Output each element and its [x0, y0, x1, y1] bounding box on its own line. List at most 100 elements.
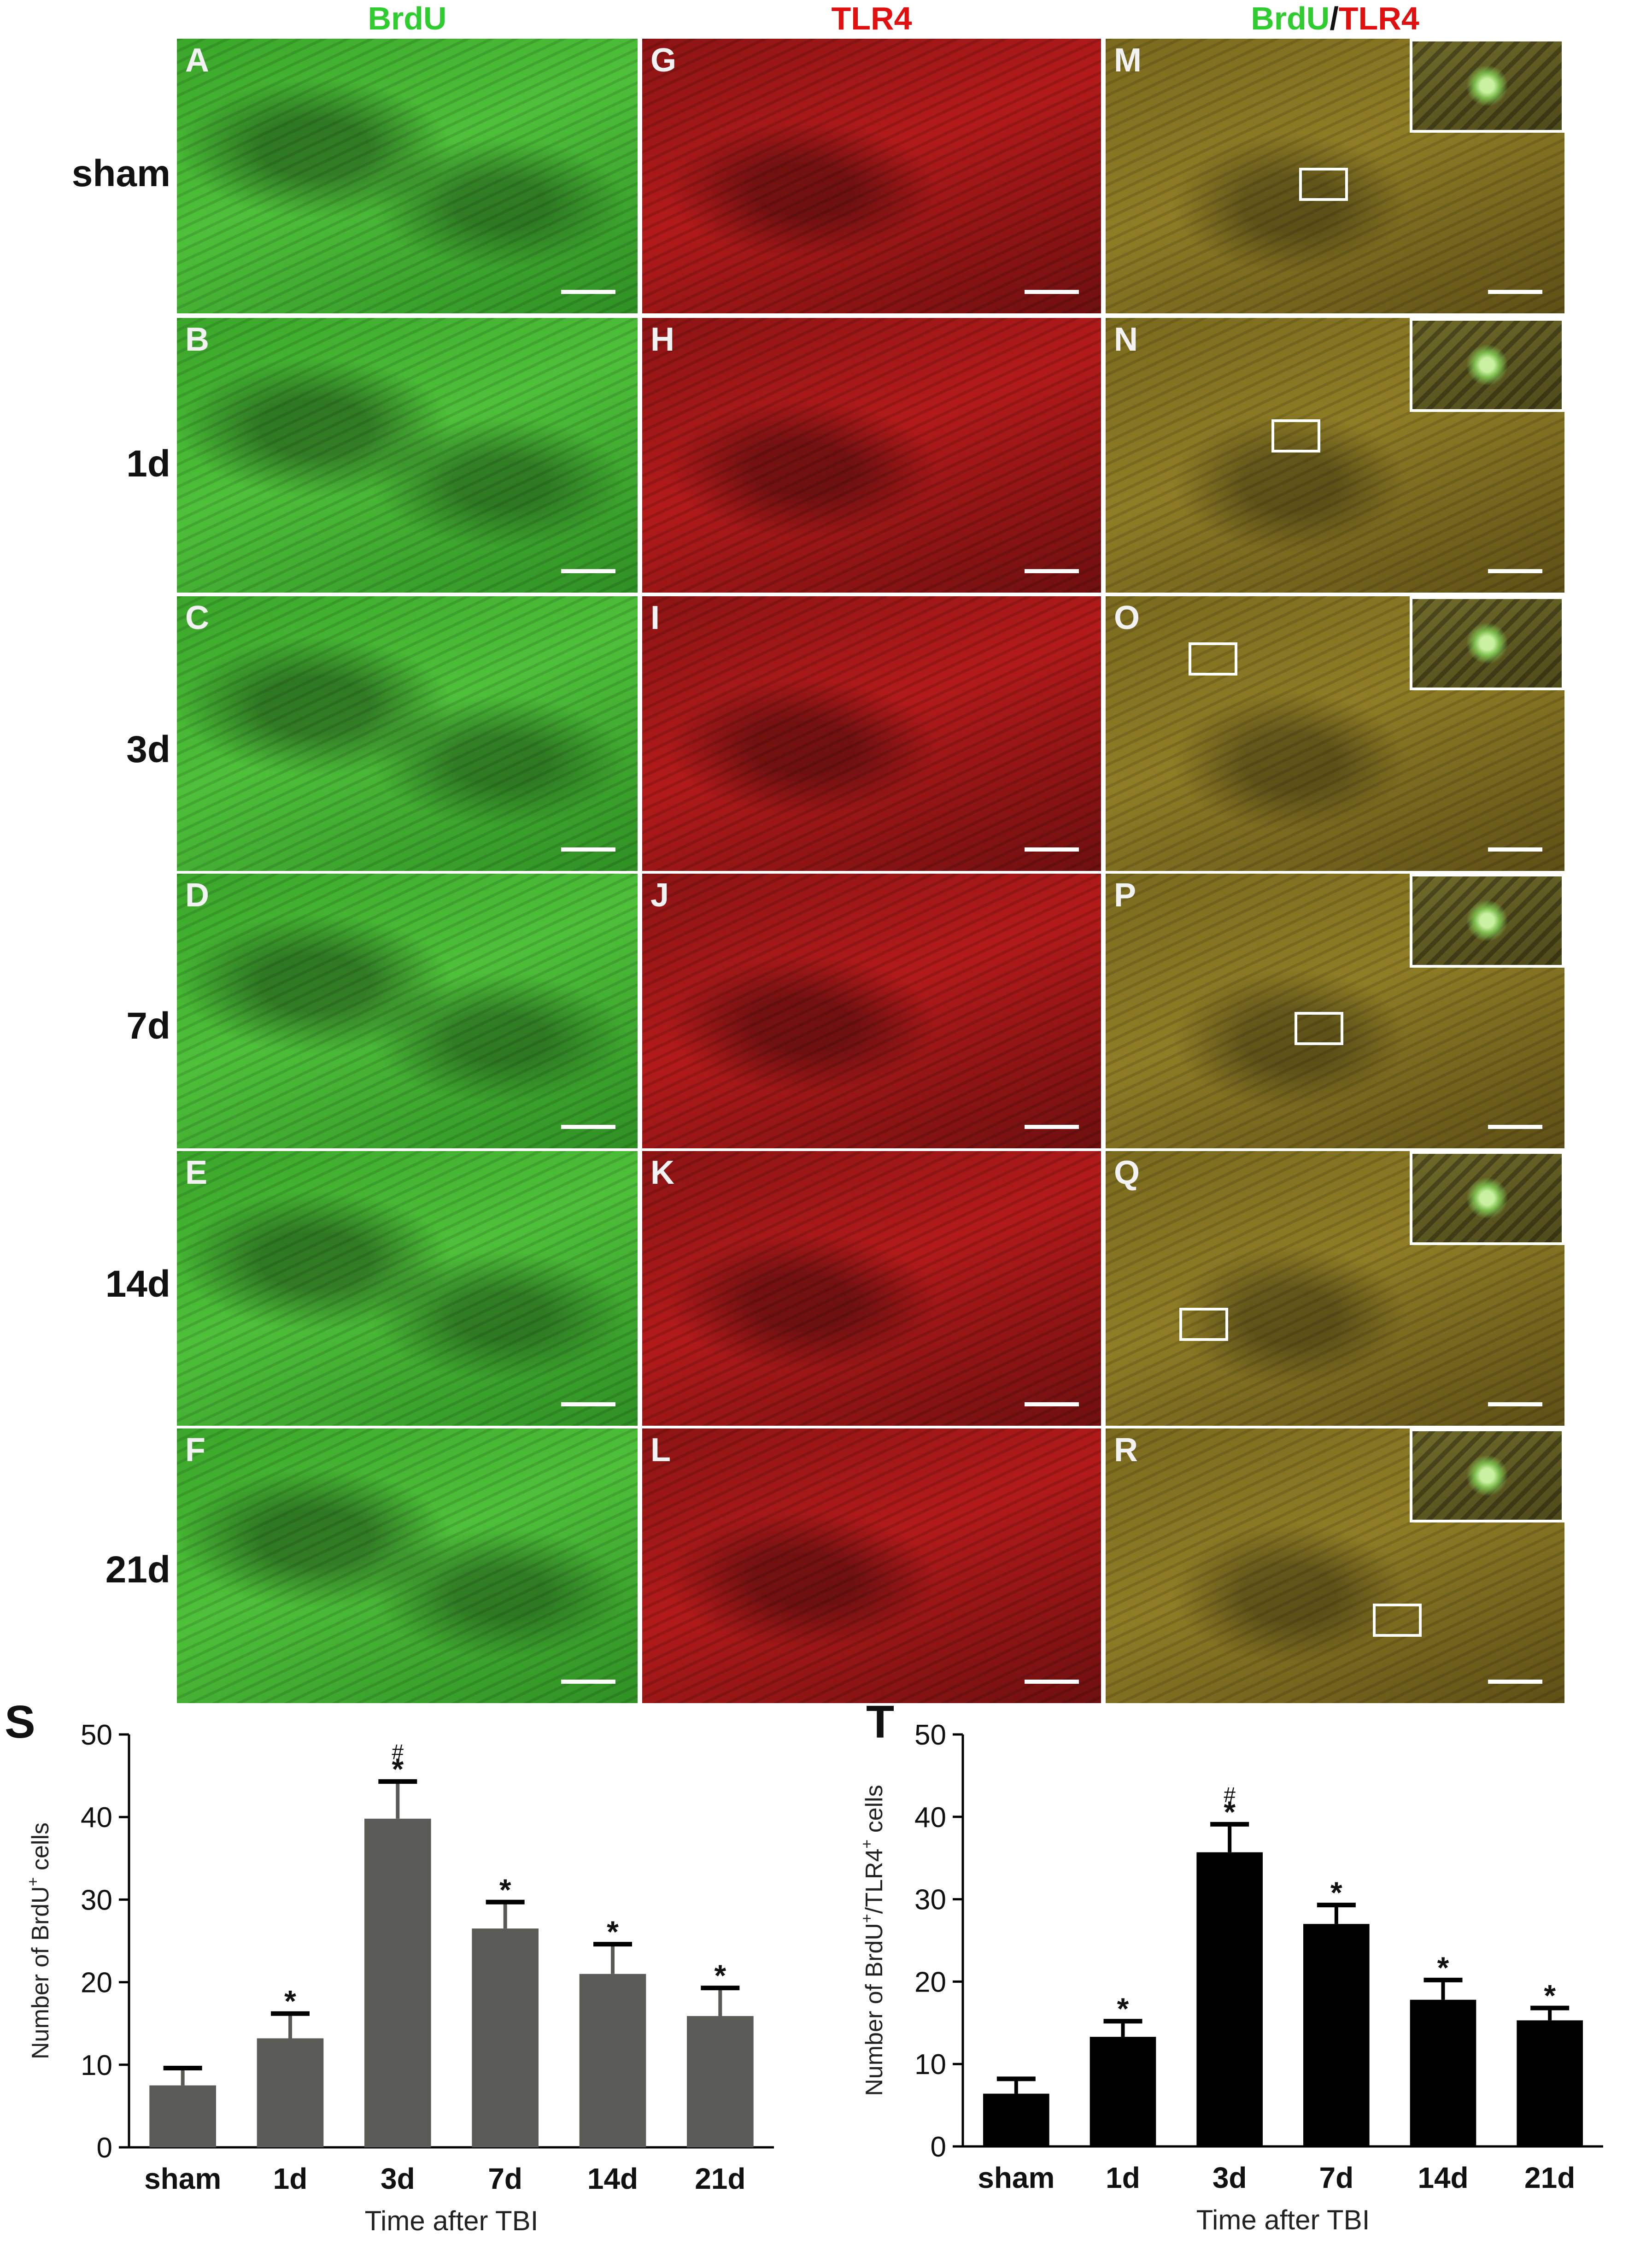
x-tick-label: 7d — [488, 2162, 522, 2195]
bar-chart-brdu: 0 10 20 30 40 50 sham * 1d * #3d * 7d * 14d * 21d Time af… — [0, 1705, 820, 2255]
significance-star: * — [1330, 1875, 1342, 1910]
y-tick-label: 40 — [81, 1802, 112, 1834]
header-merge-tlr4-text: TLR4 — [1338, 0, 1419, 36]
bar — [472, 1928, 539, 2147]
significance-star: * — [1544, 1979, 1556, 2013]
y-tick-label: 20 — [914, 1966, 946, 1998]
panel-letter: K — [650, 1154, 674, 1191]
scale-bar — [561, 290, 615, 294]
column-header-brdu: BrdU — [177, 0, 638, 37]
bar — [1410, 1999, 1476, 2146]
bar — [1090, 2037, 1156, 2146]
significance-star: * — [714, 1958, 726, 1993]
bar — [1517, 2020, 1583, 2146]
x-tick-label: sham — [978, 2161, 1054, 2194]
bar — [687, 2016, 754, 2147]
panel-letter: R — [1114, 1432, 1138, 1469]
panel-letter: P — [1114, 877, 1136, 914]
scale-bar — [1488, 569, 1542, 573]
x-tick-label: sham — [144, 2162, 221, 2195]
row-label-14d: 14d — [105, 1263, 170, 1305]
roi-box — [1299, 168, 1348, 201]
panel-letter: A — [185, 42, 209, 79]
x-tick-label: 3d — [381, 2162, 415, 2195]
x-tick-label: 3d — [1213, 2161, 1247, 2194]
micrograph-panel-o: O — [1106, 596, 1564, 871]
scale-bar — [1488, 1125, 1542, 1129]
significance-star: * — [499, 1873, 511, 1907]
y-axis-label-superscript: + — [858, 1840, 876, 1849]
bar — [257, 2038, 324, 2147]
x-tick-label: 14d — [587, 2162, 638, 2195]
micrograph-panel-h: H — [642, 318, 1101, 593]
row-label-1d: 1d — [126, 443, 170, 485]
panel-letter: Q — [1114, 1154, 1140, 1191]
x-tick-label: 7d — [1319, 2161, 1353, 2194]
y-axis-label-part: /TLR4 — [861, 1849, 888, 1914]
panel-letter: O — [1114, 600, 1140, 636]
x-axis-label: Time after TBI — [365, 2205, 539, 2236]
scale-bar — [561, 1680, 615, 1684]
micrograph-panel-a: A — [177, 39, 638, 313]
row-label-3d: 3d — [126, 729, 170, 770]
micrograph-panel-c: C — [177, 596, 638, 871]
bar — [983, 2093, 1049, 2146]
roi-box — [1189, 642, 1237, 676]
y-tick-label: 50 — [914, 1719, 946, 1751]
y-tick-label: 30 — [914, 1884, 946, 1916]
y-axis-label-superscript: + — [24, 1877, 42, 1886]
x-tick-label: 14d — [1418, 2161, 1468, 2194]
panel-letter: N — [1114, 321, 1138, 358]
scale-bar — [1025, 569, 1079, 573]
scale-bar — [1488, 1680, 1542, 1684]
scale-bar — [1025, 290, 1079, 294]
bar — [1196, 1852, 1263, 2146]
zoom-inset — [1410, 596, 1564, 690]
row-label-21d: 21d — [105, 1549, 170, 1591]
row-label-sham: sham — [71, 153, 170, 194]
roi-box — [1271, 419, 1320, 453]
scale-bar — [561, 847, 615, 852]
panel-letter: B — [185, 321, 209, 358]
y-tick-label: 20 — [81, 1967, 112, 1999]
row-label-7d: 7d — [126, 1005, 170, 1047]
panel-letter: L — [650, 1432, 671, 1469]
bar-chart-brdu-tlr4: 0 10 20 30 40 50 sham * 1d * #3d * 7d * 14d * 21d Time af… — [838, 1705, 1652, 2255]
micrograph-panel-q: Q — [1106, 1151, 1564, 1426]
scale-bar — [1488, 290, 1542, 294]
header-brdu-text: BrdU — [368, 0, 447, 36]
bar — [364, 1818, 431, 2147]
scale-bar — [561, 569, 615, 573]
zoom-inset — [1410, 874, 1564, 968]
panel-letter: I — [650, 600, 660, 636]
scale-bar — [561, 1402, 615, 1406]
y-tick-label: 0 — [931, 2131, 946, 2163]
y-tick-label: 10 — [914, 2049, 946, 2081]
column-header-tlr4: TLR4 — [642, 0, 1101, 37]
significance-hash: # — [392, 1740, 404, 1764]
micrograph-panel-p: P — [1106, 874, 1564, 1148]
significance-star: * — [392, 1752, 404, 1786]
column-header-merge: BrdU/TLR4 — [1106, 0, 1564, 37]
y-axis-label: Number of BrdU+/TLR4+ cells — [858, 1785, 888, 2096]
significance-star: * — [284, 1984, 296, 2018]
x-tick-label: 21d — [1524, 2161, 1575, 2194]
zoom-inset — [1410, 39, 1564, 133]
significance-hash: # — [1224, 1783, 1236, 1807]
y-axis-label-part: cells — [861, 1785, 888, 1839]
bar — [579, 1974, 646, 2147]
roi-box — [1295, 1012, 1343, 1045]
panel-letter: D — [185, 877, 209, 914]
zoom-inset — [1410, 318, 1564, 412]
roi-box — [1179, 1308, 1228, 1341]
y-tick-label: 10 — [81, 2050, 112, 2081]
panel-letter: G — [650, 42, 677, 79]
x-axis-label: Time after TBI — [1196, 2204, 1370, 2235]
panel-letter: F — [185, 1432, 205, 1469]
panel-letter: C — [185, 600, 209, 636]
scale-bar — [561, 1125, 615, 1129]
micrograph-panel-n: N — [1106, 318, 1564, 593]
y-tick-label: 30 — [81, 1884, 112, 1916]
significance-star: * — [1117, 1992, 1129, 2026]
